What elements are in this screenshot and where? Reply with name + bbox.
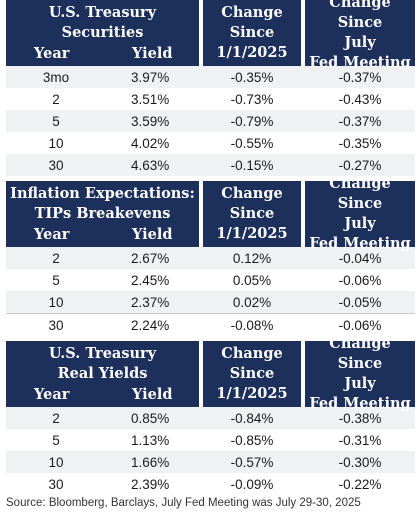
table-row: 30 2.24% -0.08% -0.06% — [6, 313, 415, 336]
change-jan-cell: -0.85% — [230, 432, 274, 448]
year-cell: 2 — [52, 91, 60, 107]
table-row: 30 4.63% -0.15% -0.27% — [6, 154, 415, 176]
table-title: Inflation Expectations: TIPs Breakevens — [10, 185, 195, 222]
header-title-cell: U.S. Treasury Securities Year Yield — [6, 0, 199, 66]
change-jan-cell: 0.12% — [232, 250, 272, 266]
change-jan-cell: 0.02% — [232, 294, 272, 310]
source-note: Source: Bloomberg, Barclays, July Fed Me… — [6, 497, 361, 509]
change-jan-cell: -0.84% — [230, 410, 274, 426]
col-header-year: Year — [34, 386, 70, 403]
yield-cell: 2.24% — [131, 317, 170, 333]
change-jan-cell: -0.79% — [230, 113, 274, 129]
tables-container: U.S. Treasury Securities Year Yield Chan… — [6, 0, 415, 500]
change-july-cell: -0.22% — [338, 476, 382, 492]
change-july-cell: -0.31% — [338, 432, 382, 448]
change-july-cell: -0.04% — [338, 250, 382, 266]
table-row: 5 1.13% -0.85% -0.31% — [6, 429, 415, 451]
col-header-year: Year — [34, 45, 70, 62]
table-title: U.S. Treasury Securities — [48, 4, 157, 41]
table-header: U.S. Treasury Real Yields Year Yield Cha… — [6, 335, 415, 412]
change-jan-cell: -0.57% — [230, 454, 274, 470]
header-title-cell: Inflation Expectations: TIPs Breakevens … — [6, 181, 199, 247]
tips-breakevens-table: Inflation Expectations: TIPs Breakevens … — [6, 175, 415, 336]
year-cell: 5 — [52, 432, 60, 448]
yield-cell: 4.02% — [131, 135, 170, 151]
treasury-securities-table: U.S. Treasury Securities Year Yield Chan… — [6, 0, 415, 176]
change-july-cell: -0.27% — [338, 157, 382, 173]
col-header-yield: Yield — [132, 386, 173, 403]
table-row: 10 4.02% -0.55% -0.35% — [6, 132, 415, 154]
table-row: 10 1.66% -0.57% -0.30% — [6, 451, 415, 473]
change-july-cell: -0.38% — [338, 410, 382, 426]
yield-cell: 2.37% — [131, 294, 170, 310]
change-jan-cell: -0.73% — [230, 91, 274, 107]
table-row: 10 2.37% 0.02% -0.05% — [6, 291, 415, 313]
year-cell: 2 — [52, 250, 60, 266]
year-cell: 30 — [48, 157, 64, 173]
change-jan-cell: -0.15% — [230, 157, 274, 173]
yield-cell: 0.85% — [131, 410, 170, 426]
col-header-year: Year — [34, 226, 70, 243]
change-july-cell: -0.06% — [338, 317, 382, 333]
col-header-change-since-jan: Change Since 1/1/2025 — [203, 341, 301, 407]
table-row: 5 2.45% 0.05% -0.06% — [6, 269, 415, 291]
year-cell: 10 — [48, 294, 64, 310]
header-title-cell: U.S. Treasury Real Yields Year Yield — [6, 341, 199, 407]
change-jan-cell: 0.05% — [232, 272, 272, 288]
yield-cell: 2.39% — [131, 476, 170, 492]
col-header-change-since-july: Change Since July Fed Meeting — [305, 335, 415, 412]
year-cell: 30 — [48, 317, 64, 333]
change-july-cell: -0.35% — [338, 135, 382, 151]
year-cell: 10 — [48, 454, 64, 470]
change-jan-cell: -0.09% — [230, 476, 274, 492]
table-row: 2 3.51% -0.73% -0.43% — [6, 88, 415, 110]
col-header-change-since-jan: Change Since 1/1/2025 — [203, 0, 301, 66]
table-header: U.S. Treasury Securities Year Yield Chan… — [6, 0, 415, 71]
table-row: 5 3.59% -0.79% -0.37% — [6, 110, 415, 132]
change-july-cell: -0.30% — [338, 454, 382, 470]
table-row: 30 2.39% -0.09% -0.22% — [6, 473, 415, 495]
col-header-change-since-jan: Change Since 1/1/2025 — [203, 181, 301, 247]
table-row: 3mo 3.97% -0.35% -0.37% — [6, 66, 415, 88]
col-header-yield: Yield — [132, 226, 173, 243]
year-cell: 30 — [48, 476, 64, 492]
table-title: U.S. Treasury Real Yields — [48, 345, 157, 382]
yield-cell: 2.45% — [131, 272, 170, 288]
change-july-cell: -0.05% — [338, 294, 382, 310]
yield-cell: 1.66% — [131, 454, 170, 470]
yield-cell: 3.51% — [131, 91, 170, 107]
yield-cell: 3.59% — [131, 113, 170, 129]
year-cell: 3mo — [42, 69, 70, 85]
change-july-cell: -0.37% — [338, 113, 382, 129]
yield-cell: 2.67% — [131, 250, 170, 266]
table-row: 2 0.85% -0.84% -0.38% — [6, 407, 415, 429]
col-header-change-since-july: Change Since July Fed Meeting — [305, 0, 415, 71]
change-jan-cell: -0.55% — [230, 135, 274, 151]
yield-cell: 1.13% — [131, 432, 170, 448]
year-cell: 10 — [48, 135, 64, 151]
col-header-change-since-july: Change Since July Fed Meeting — [305, 175, 415, 252]
change-jan-cell: -0.35% — [230, 69, 274, 85]
change-jan-cell: -0.08% — [230, 317, 274, 333]
real-yields-table: U.S. Treasury Real Yields Year Yield Cha… — [6, 335, 415, 495]
change-july-cell: -0.37% — [338, 69, 382, 85]
yield-cell: 3.97% — [131, 69, 170, 85]
year-cell: 5 — [52, 113, 60, 129]
change-july-cell: -0.06% — [338, 272, 382, 288]
table-row: 2 2.67% 0.12% -0.04% — [6, 247, 415, 269]
table-header: Inflation Expectations: TIPs Breakevens … — [6, 175, 415, 252]
year-cell: 2 — [52, 410, 60, 426]
change-july-cell: -0.43% — [338, 91, 382, 107]
year-cell: 5 — [52, 272, 60, 288]
col-header-yield: Yield — [132, 45, 173, 62]
yield-cell: 4.63% — [131, 157, 170, 173]
